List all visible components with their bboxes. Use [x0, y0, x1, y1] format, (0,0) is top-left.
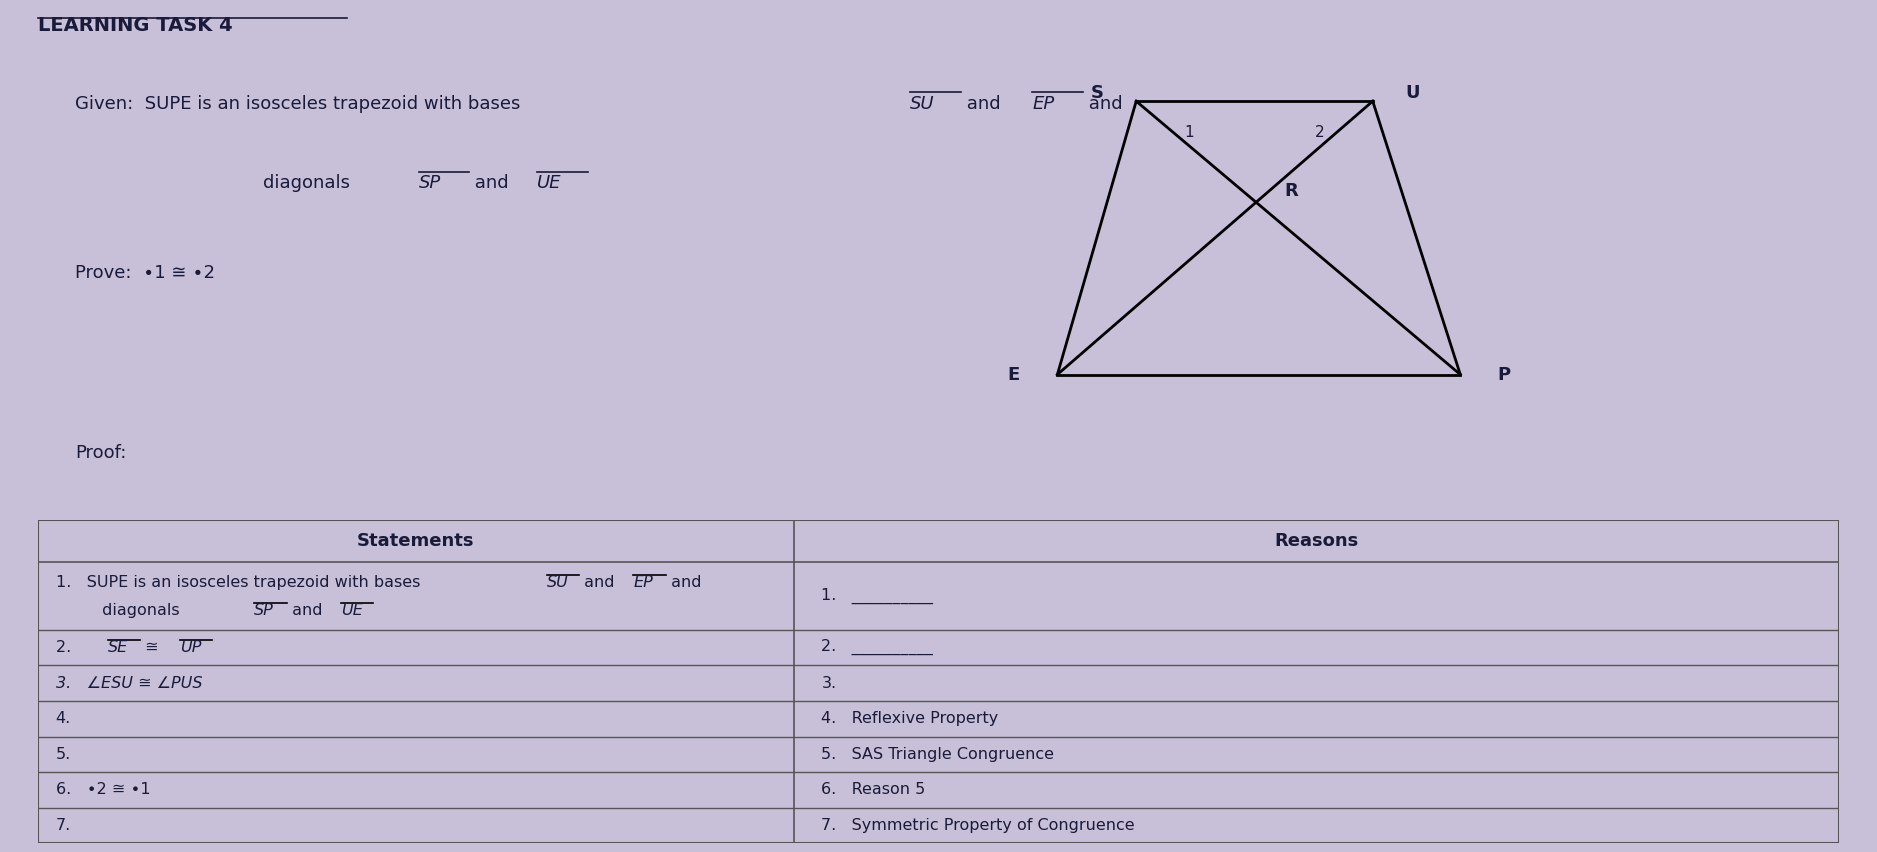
Text: UE: UE: [340, 603, 362, 618]
Text: diagonals: diagonals: [56, 603, 184, 618]
Text: 1: 1: [1184, 125, 1194, 140]
Text: and: and: [666, 574, 702, 590]
Text: 5.   SAS Triangle Congruence: 5. SAS Triangle Congruence: [822, 747, 1055, 762]
Text: diagonals: diagonals: [263, 175, 355, 193]
Text: 2: 2: [1316, 125, 1325, 140]
Text: and: and: [580, 574, 619, 590]
Text: P: P: [1498, 366, 1511, 383]
Text: S: S: [1091, 84, 1104, 102]
Text: 1.   SUPE is an isosceles trapezoid with bases: 1. SUPE is an isosceles trapezoid with b…: [56, 574, 424, 590]
Text: R: R: [1284, 181, 1299, 199]
Text: E: E: [1008, 366, 1019, 383]
Text: Proof:: Proof:: [75, 444, 126, 462]
Text: SP: SP: [253, 603, 274, 618]
Text: SU: SU: [910, 95, 935, 113]
Text: and: and: [469, 175, 514, 193]
Text: and: and: [1083, 95, 1122, 113]
Text: 3.: 3.: [822, 676, 837, 690]
Text: 1.   __________: 1. __________: [822, 588, 933, 604]
Text: EP: EP: [633, 574, 653, 590]
Text: SP: SP: [419, 175, 441, 193]
Text: 6.   ∙2 ≅ ∙1: 6. ∙2 ≅ ∙1: [56, 782, 150, 797]
Text: UP: UP: [180, 640, 201, 655]
Text: SU: SU: [546, 574, 569, 590]
Text: and: and: [961, 95, 1006, 113]
Text: 2.: 2.: [56, 640, 86, 655]
Text: EP: EP: [1032, 95, 1055, 113]
Text: Statements: Statements: [357, 532, 475, 550]
Text: UE: UE: [537, 175, 561, 193]
Text: SE: SE: [107, 640, 128, 655]
Text: 4.   Reflexive Property: 4. Reflexive Property: [822, 711, 999, 726]
Text: 4.: 4.: [56, 711, 71, 726]
Text: Given:  SUPE is an isosceles trapezoid with bases: Given: SUPE is an isosceles trapezoid wi…: [75, 95, 526, 113]
Text: Reasons: Reasons: [1274, 532, 1359, 550]
Text: LEARNING TASK 4: LEARNING TASK 4: [38, 16, 233, 35]
Text: 7.: 7.: [56, 818, 71, 833]
Text: 6.   Reason 5: 6. Reason 5: [822, 782, 925, 797]
Text: ≅: ≅: [141, 640, 163, 655]
Text: and: and: [287, 603, 327, 618]
Text: 7.   Symmetric Property of Congruence: 7. Symmetric Property of Congruence: [822, 818, 1136, 833]
Text: Prove:  ∙1 ≅ ∙2: Prove: ∙1 ≅ ∙2: [75, 264, 216, 282]
Text: 2.   __________: 2. __________: [822, 639, 933, 655]
Text: U: U: [1404, 84, 1419, 102]
Text: 5.: 5.: [56, 747, 71, 762]
Text: 3.   ∠ESU ≅ ∠PUS: 3. ∠ESU ≅ ∠PUS: [56, 676, 203, 690]
